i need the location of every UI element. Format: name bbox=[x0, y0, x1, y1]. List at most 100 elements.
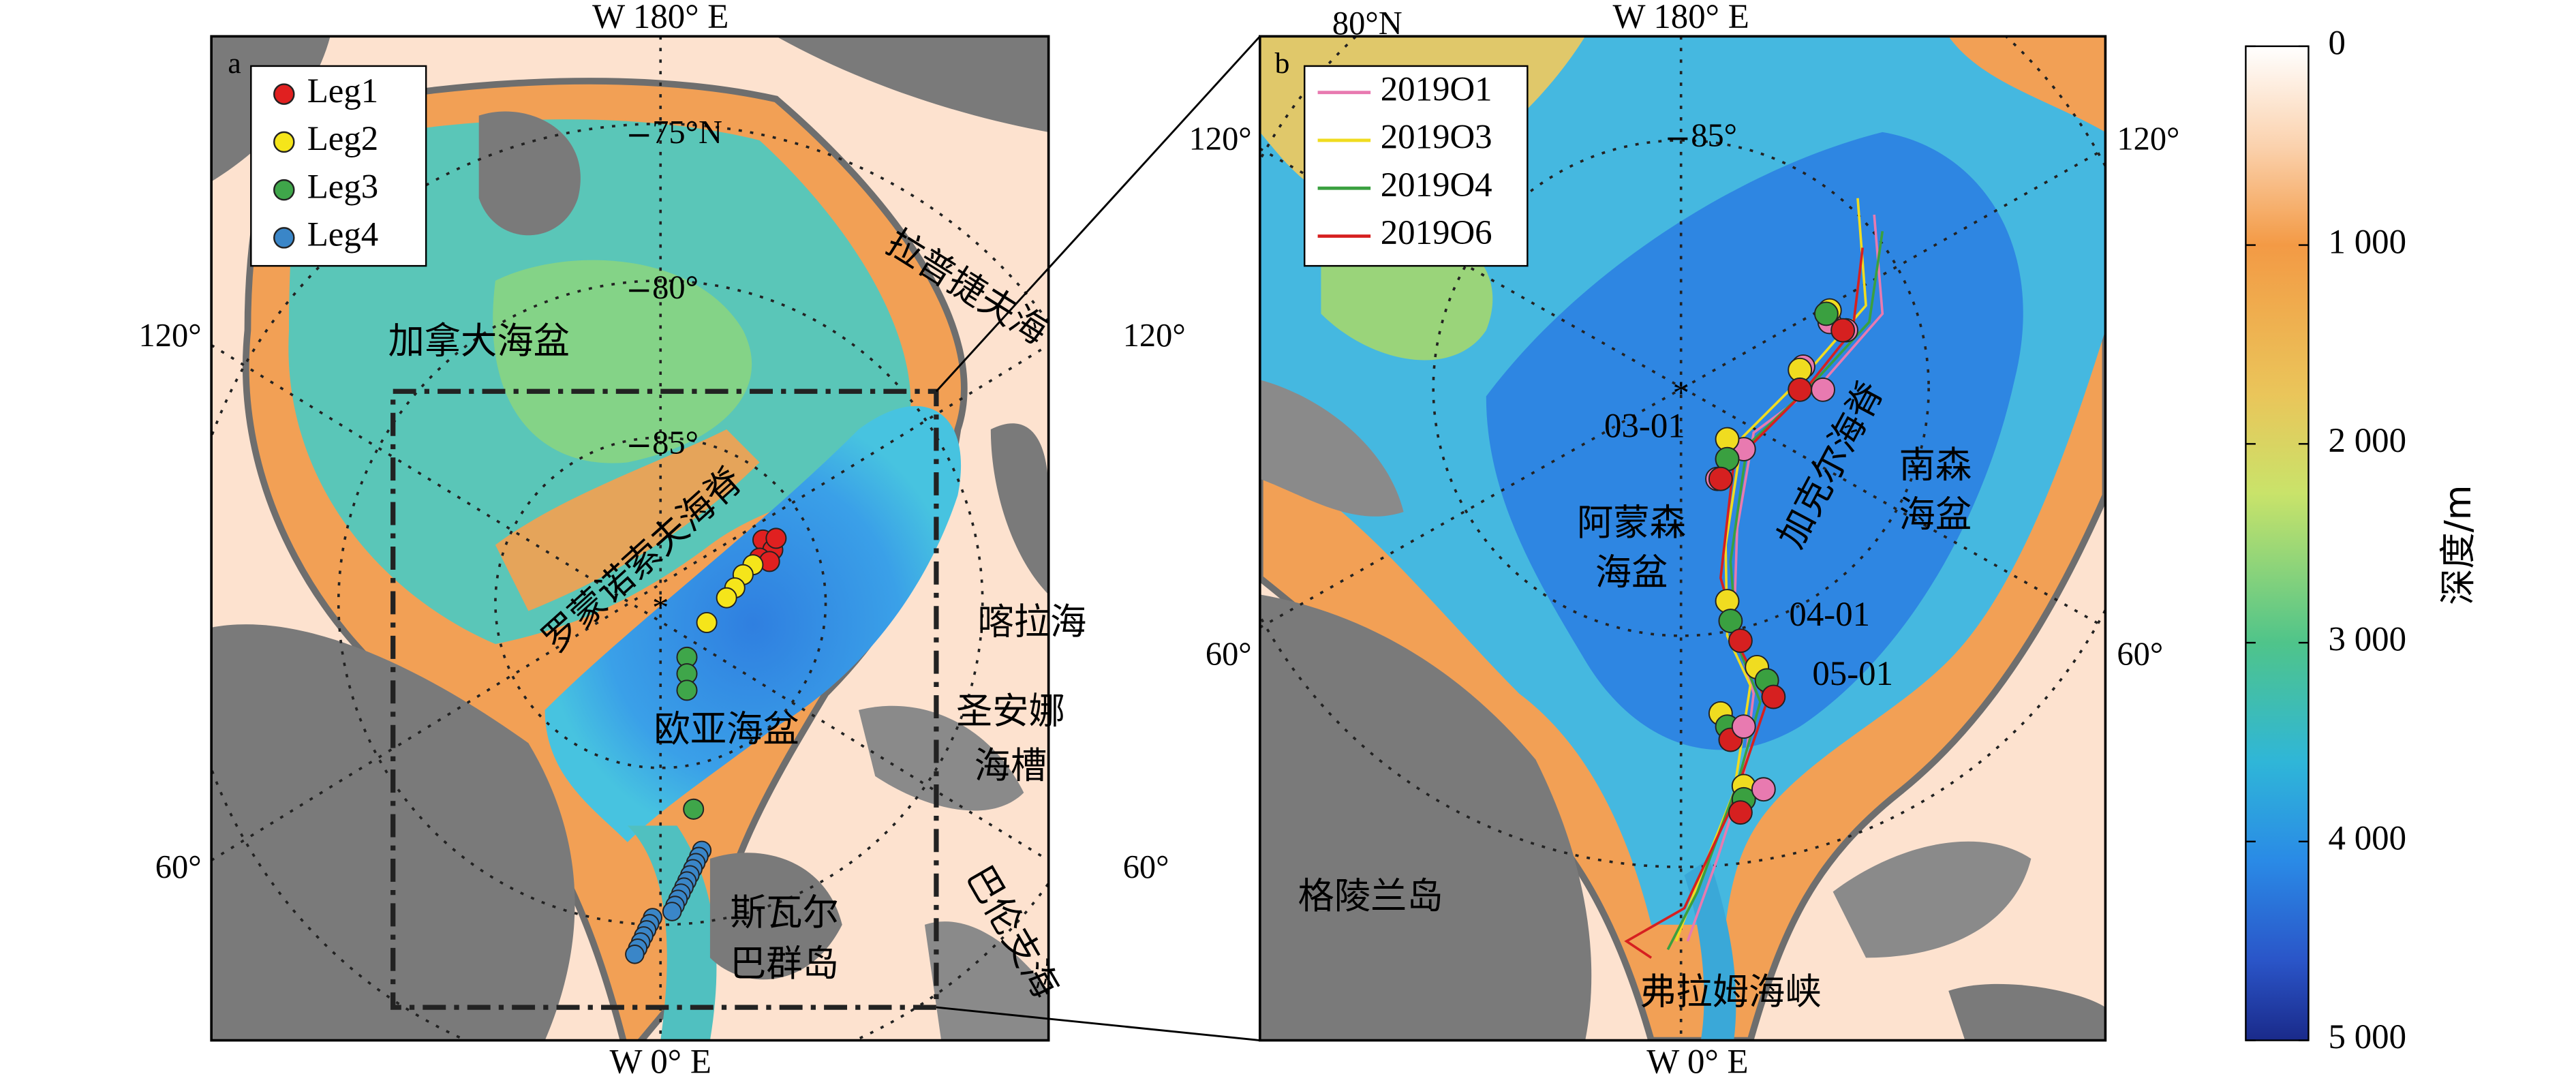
colorbar-tick-label: 2 000 bbox=[2329, 422, 2406, 460]
place-label: 南森 bbox=[1899, 444, 1972, 486]
place-label: 喀拉海 bbox=[977, 601, 1086, 643]
colorbar-tick-label: 0 bbox=[2329, 25, 2346, 63]
lat-label: 85° bbox=[652, 425, 699, 461]
colorbar-tick-label: 3 000 bbox=[2329, 621, 2406, 659]
lon-label: 60° bbox=[2117, 637, 2163, 673]
station bbox=[1728, 628, 1753, 654]
place-label: 巴群岛 bbox=[730, 943, 839, 985]
station bbox=[765, 527, 787, 549]
map-shape bbox=[493, 260, 752, 463]
place-label: 斯瓦尔 bbox=[730, 891, 839, 934]
map-shape bbox=[1259, 594, 1592, 1041]
place-label: 海槽 bbox=[975, 744, 1047, 786]
lat-label: 80° bbox=[652, 270, 699, 306]
colorbar-tick-label: 1 000 bbox=[2329, 223, 2406, 261]
map-shape bbox=[776, 36, 1049, 132]
map-shape bbox=[211, 343, 1049, 861]
axis-label: W 180° E bbox=[1613, 0, 1749, 36]
station bbox=[1830, 318, 1856, 343]
map-shape bbox=[1259, 36, 2106, 868]
lon-label: 120° bbox=[1123, 318, 1186, 354]
colorbar-label: 深度/m bbox=[2437, 485, 2479, 604]
map-shape bbox=[1833, 841, 2031, 958]
lon-label: 120° bbox=[2117, 121, 2179, 157]
map-shape bbox=[709, 853, 842, 980]
legend-marker bbox=[273, 227, 295, 249]
axis-label: W 180° E bbox=[592, 0, 729, 36]
colorbar-tick-label: 5 000 bbox=[2329, 1018, 2406, 1056]
place-label: 海盆 bbox=[1899, 493, 1972, 536]
legend-text: 2019O1 bbox=[1381, 70, 1492, 108]
colorbar-tick-label: 4 000 bbox=[2329, 819, 2406, 857]
panel-label: a bbox=[228, 47, 241, 80]
colorbar bbox=[2245, 45, 2310, 1041]
place-label: 阿蒙森 bbox=[1577, 502, 1686, 544]
zoom-line bbox=[936, 1006, 1260, 1041]
station bbox=[1728, 800, 1753, 825]
station bbox=[662, 902, 682, 921]
date-label: 04-01 bbox=[1789, 596, 1870, 634]
map-shape bbox=[1948, 36, 2106, 132]
lon-label: 60° bbox=[1206, 637, 1252, 673]
place-label: 圣安娜 bbox=[956, 690, 1065, 732]
legend-text: Leg1 bbox=[307, 72, 379, 110]
pole-mark: * bbox=[1673, 376, 1689, 412]
date-label: 03-01 bbox=[1604, 408, 1685, 446]
station bbox=[1751, 777, 1776, 802]
place-label: 格陵兰岛 bbox=[1298, 875, 1443, 917]
place-label: 海盆 bbox=[1595, 551, 1668, 594]
frame-a bbox=[210, 35, 1050, 1042]
legend-text: Leg3 bbox=[307, 168, 379, 206]
legend-text: Leg2 bbox=[307, 120, 379, 158]
lat-label: 85° bbox=[1691, 118, 1737, 154]
map-shape bbox=[1948, 983, 2106, 1041]
frame-b bbox=[1258, 35, 2107, 1042]
lon-label: 60° bbox=[155, 849, 202, 885]
lat-label: 80°N bbox=[1332, 5, 1402, 42]
station bbox=[1718, 609, 1743, 634]
lon-label: 120° bbox=[1189, 121, 1252, 157]
lon-label: 120° bbox=[139, 318, 202, 354]
legend-text: 2019O3 bbox=[1381, 119, 1492, 157]
map-shape bbox=[1259, 380, 1404, 517]
map-shape bbox=[990, 423, 1049, 595]
map-shape bbox=[1684, 859, 1736, 1041]
station bbox=[1788, 377, 1813, 402]
station bbox=[1813, 301, 1839, 326]
legend-text: 2019O6 bbox=[1381, 214, 1492, 252]
pole-mark: * bbox=[652, 590, 669, 626]
axis-label: W 0° E bbox=[1646, 1043, 1748, 1082]
map-shape bbox=[211, 343, 1049, 861]
legend-marker bbox=[273, 131, 295, 153]
panel-label: b bbox=[1275, 47, 1290, 80]
station bbox=[1731, 714, 1756, 739]
legend-text: 2019O4 bbox=[1381, 166, 1492, 204]
station bbox=[683, 798, 705, 820]
station bbox=[1761, 684, 1786, 709]
legend-marker bbox=[273, 83, 295, 105]
zoom-line bbox=[935, 35, 1261, 393]
station bbox=[1708, 466, 1733, 491]
place-label: 弗拉姆海峡 bbox=[1640, 970, 1821, 1013]
map-shape bbox=[478, 111, 581, 236]
legend-b bbox=[1304, 65, 1529, 267]
place-label: 加拿大海盆 bbox=[388, 320, 569, 363]
map-a bbox=[211, 36, 1049, 1041]
station bbox=[716, 587, 737, 609]
map-shape bbox=[211, 123, 1049, 1041]
map-shape bbox=[1259, 147, 2106, 629]
zoom-box bbox=[390, 388, 939, 1010]
map-shape bbox=[545, 405, 962, 842]
station bbox=[696, 611, 718, 634]
station bbox=[1811, 377, 1836, 402]
map-shape bbox=[211, 36, 1049, 1041]
date-label: 05-01 bbox=[1812, 655, 1893, 693]
axis-label: W 0° E bbox=[610, 1043, 711, 1082]
lat-label: 75°N bbox=[652, 114, 722, 151]
place-label: 欧亚海盆 bbox=[654, 708, 799, 750]
legend-text: Leg4 bbox=[307, 216, 379, 254]
station bbox=[625, 945, 645, 964]
